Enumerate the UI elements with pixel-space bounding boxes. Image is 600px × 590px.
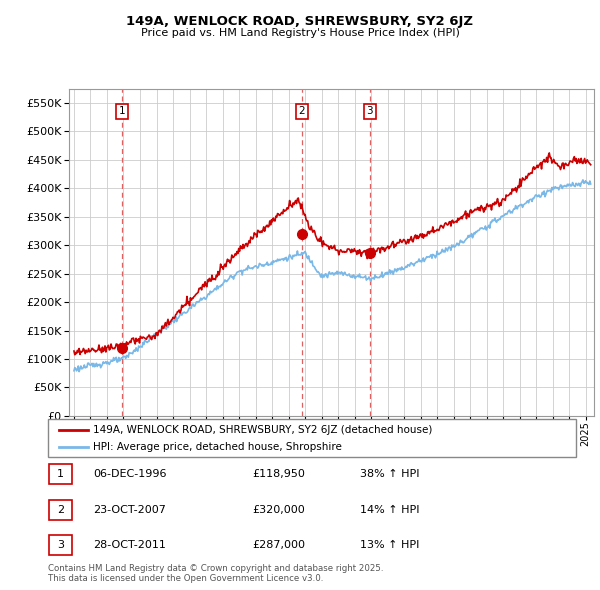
FancyBboxPatch shape [49,535,72,555]
Text: 06-DEC-1996: 06-DEC-1996 [93,470,167,479]
Text: 38% ↑ HPI: 38% ↑ HPI [360,470,419,479]
Text: £118,950: £118,950 [252,470,305,479]
Text: 1: 1 [119,106,125,116]
Text: 13% ↑ HPI: 13% ↑ HPI [360,540,419,550]
Text: £320,000: £320,000 [252,505,305,514]
Text: 149A, WENLOCK ROAD, SHREWSBURY, SY2 6JZ: 149A, WENLOCK ROAD, SHREWSBURY, SY2 6JZ [127,15,473,28]
Text: 149A, WENLOCK ROAD, SHREWSBURY, SY2 6JZ (detached house): 149A, WENLOCK ROAD, SHREWSBURY, SY2 6JZ … [93,425,432,435]
Text: 14% ↑ HPI: 14% ↑ HPI [360,505,419,514]
FancyBboxPatch shape [49,500,72,520]
Text: 1: 1 [57,470,64,479]
Text: 28-OCT-2011: 28-OCT-2011 [93,540,166,550]
Text: 2: 2 [57,505,64,514]
Text: 3: 3 [367,106,373,116]
Text: Price paid vs. HM Land Registry's House Price Index (HPI): Price paid vs. HM Land Registry's House … [140,28,460,38]
FancyBboxPatch shape [48,419,576,457]
FancyBboxPatch shape [49,464,72,484]
Text: Contains HM Land Registry data © Crown copyright and database right 2025.
This d: Contains HM Land Registry data © Crown c… [48,563,383,583]
Text: 2: 2 [299,106,305,116]
Text: £287,000: £287,000 [252,540,305,550]
Text: HPI: Average price, detached house, Shropshire: HPI: Average price, detached house, Shro… [93,441,342,451]
Text: 23-OCT-2007: 23-OCT-2007 [93,505,166,514]
Text: 3: 3 [57,540,64,550]
